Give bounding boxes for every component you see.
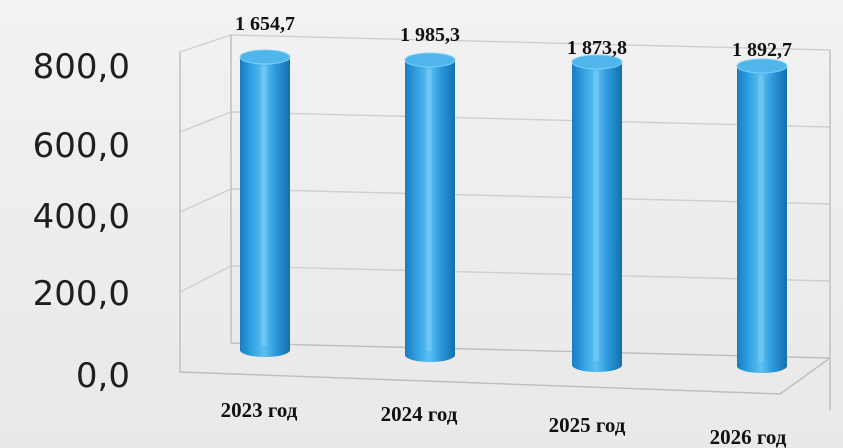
bar-body-0: [240, 57, 290, 357]
data-label-1: 1 985,3: [400, 24, 460, 46]
bar-3: [736, 58, 788, 373]
bar-2: [571, 54, 623, 372]
y-tick-label-2: 400,0: [33, 197, 130, 237]
bar-body-1: [405, 60, 455, 362]
x-tick-label-3: 2026 год: [710, 425, 787, 448]
data-labels-group: 1 654,7 1 985,3 1 873,8 1 892,7: [235, 13, 792, 61]
bar-top-0: [239, 49, 291, 65]
y-tick-label-3: 600,0: [33, 126, 130, 166]
bar-highlight-0: [261, 66, 267, 346]
bar-1: [404, 52, 456, 362]
x-tick-label-0: 2023 год: [221, 398, 298, 422]
x-tick-label-1: 2024 год: [381, 402, 458, 426]
y-tick-label-0: 0,0: [76, 356, 130, 396]
plot-grid: [179, 34, 831, 410]
bar-body-2: [572, 62, 622, 372]
y-axis-ticks: 0,0 200,0 400,0 600,0 800,0: [33, 47, 130, 396]
bars-group: [239, 49, 788, 373]
y-tick-label-1: 200,0: [33, 274, 130, 314]
data-label-3: 1 892,7: [732, 39, 792, 61]
bar-body-3: [737, 66, 787, 373]
data-label-0: 1 654,7: [235, 13, 295, 35]
data-label-2: 1 873,8: [567, 37, 627, 59]
bar-0: [239, 49, 291, 357]
x-tick-label-2: 2025 год: [549, 413, 626, 437]
bar-highlight-3: [758, 75, 764, 362]
bar-highlight-1: [426, 69, 432, 351]
bar-highlight-2: [593, 71, 599, 361]
bar-top-1: [404, 52, 456, 68]
x-axis-ticks: 2023 год 2024 год 2025 год 2026 год: [221, 398, 787, 448]
floor-back-edge: [230, 342, 831, 359]
x-axis-line: [179, 357, 831, 395]
bar-top-2: [571, 54, 623, 70]
bar-top-3: [736, 58, 788, 74]
y-tick-label-4: 800,0: [33, 47, 130, 87]
